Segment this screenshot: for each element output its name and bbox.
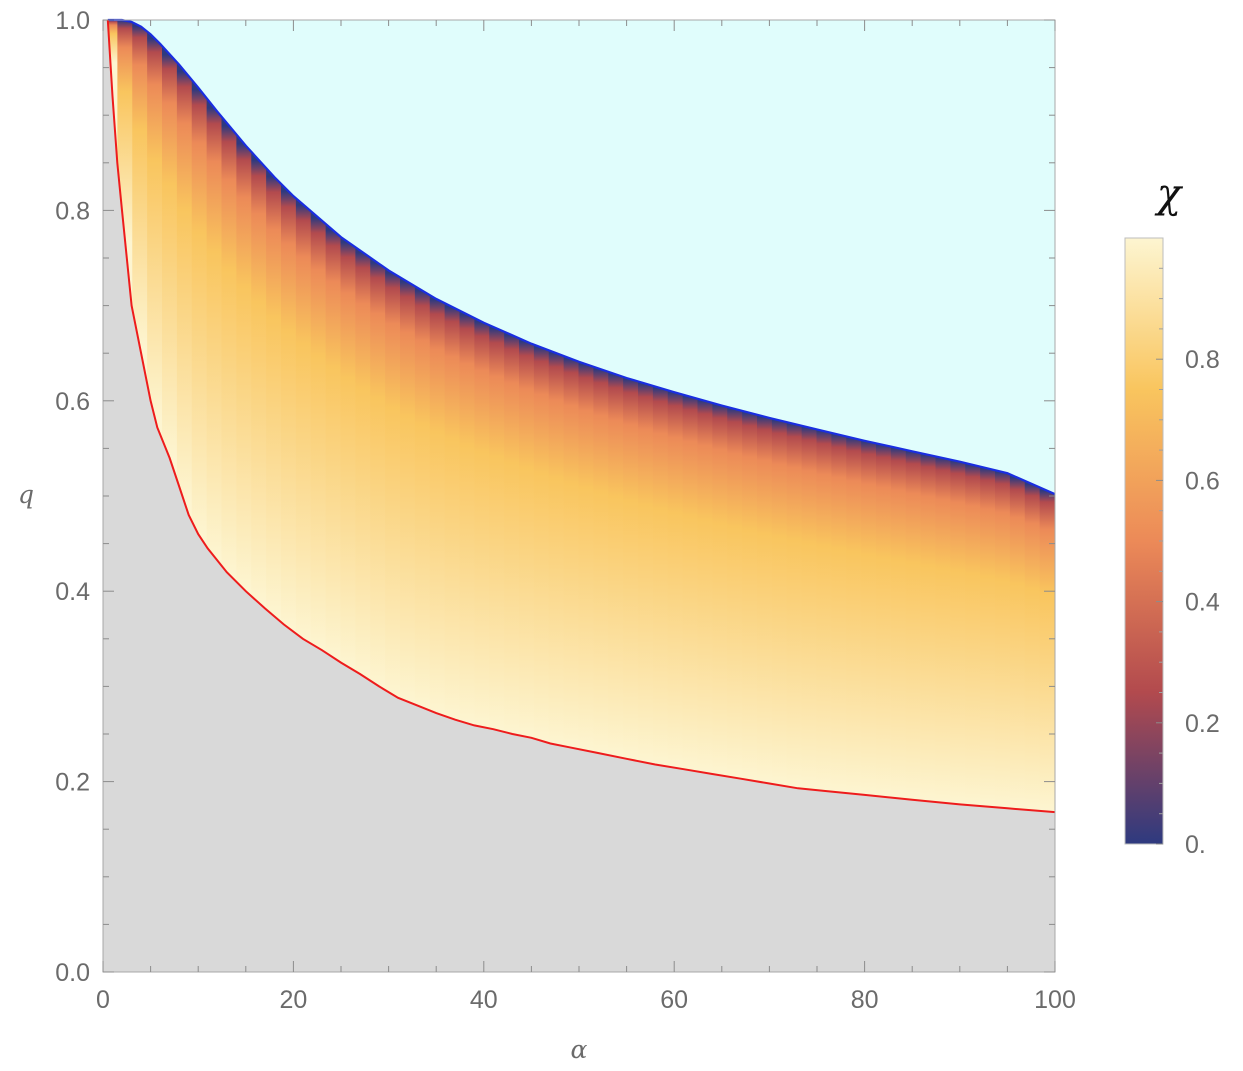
y-tick-label: 0.0	[55, 959, 90, 987]
y-axis-label: q	[18, 480, 34, 509]
upper-boundary-line	[107, 18, 1056, 496]
colorbar-tick-label: 0.	[1185, 831, 1206, 859]
colorbar-tick-label: 0.4	[1185, 589, 1220, 617]
region-below-lower-boundary	[103, 20, 1055, 972]
colorbar-tick-label: 0.8	[1185, 346, 1220, 374]
region-above-upper-boundary	[103, 20, 1055, 495]
y-tick-label: 0.6	[55, 388, 90, 416]
y-tick-label: 0.8	[55, 197, 90, 225]
lower-boundary-line	[106, 19, 1056, 814]
colorbar-title: χ	[1154, 171, 1184, 217]
x-tick-label: 40	[470, 986, 498, 1014]
x-tick-label: 80	[851, 986, 879, 1014]
heat-strip	[295, 20, 312, 813]
x-tick-label: 20	[279, 986, 307, 1014]
x-tick-label: 0	[96, 986, 110, 1014]
y-tick-label: 0.4	[55, 578, 90, 606]
heat-strip	[281, 20, 297, 813]
axis-ticks: 0 20 40 60 80 100 0.0 0.2 0.4 0.6 0.8 1.0	[55, 7, 1076, 1014]
x-axis-label: α	[571, 1035, 588, 1064]
y-tick-label: 1.0	[55, 7, 90, 35]
colorbar-tick-label: 0.6	[1185, 467, 1220, 495]
colorbar-gradient	[1124, 237, 1164, 845]
x-tick-label: 60	[660, 986, 688, 1014]
colorbar: χ 0. 0.2 0.4 0.6 0.8	[1124, 171, 1220, 859]
colorbar-tick-label: 0.2	[1185, 710, 1220, 738]
x-tick-label: 100	[1034, 986, 1076, 1014]
y-tick-label: 0.2	[55, 769, 90, 797]
